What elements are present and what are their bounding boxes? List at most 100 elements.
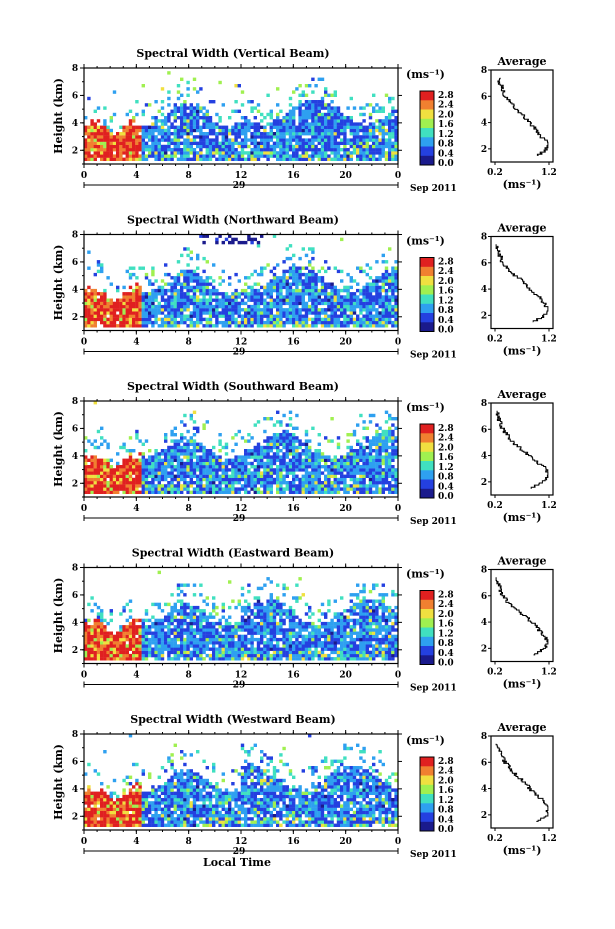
heatmap-cell bbox=[272, 458, 277, 462]
heatmap-cell bbox=[352, 135, 357, 139]
heatmap-cell bbox=[352, 304, 357, 309]
heatmap-cell bbox=[288, 282, 293, 286]
heatmap-cell bbox=[128, 144, 133, 149]
heatmap-cell bbox=[87, 295, 91, 299]
heatmap-cell bbox=[135, 135, 139, 139]
heatmap-cell bbox=[253, 301, 257, 306]
heatmap-cell bbox=[384, 141, 389, 145]
heatmap-cell bbox=[196, 487, 200, 491]
heatmap-cell bbox=[388, 151, 392, 155]
heatmap-cell bbox=[384, 474, 389, 478]
heatmap-cell bbox=[119, 481, 123, 485]
heatmap-cell bbox=[346, 138, 350, 142]
heatmap-cell bbox=[90, 298, 94, 302]
heatmap-cell bbox=[327, 128, 331, 133]
heatmap-cell bbox=[119, 487, 123, 491]
heatmap-cell bbox=[119, 138, 123, 142]
heatmap-cell bbox=[308, 465, 312, 469]
heatmap-cell bbox=[244, 455, 248, 459]
heatmap-cell bbox=[100, 157, 104, 161]
heatmap-cell bbox=[176, 644, 181, 648]
heatmap-cell bbox=[103, 292, 107, 296]
heatmap-cell bbox=[215, 295, 219, 299]
heatmap-cell bbox=[317, 474, 321, 478]
heatmap-cell bbox=[112, 308, 117, 312]
heatmap-cell bbox=[148, 151, 152, 155]
heatmap-cell bbox=[343, 477, 347, 482]
heatmap-cell bbox=[381, 439, 385, 443]
heatmap-cell bbox=[186, 324, 190, 328]
colorbar-tick-label: 1.6 bbox=[438, 287, 454, 297]
heatmap-cell bbox=[279, 122, 283, 126]
heatmap-cell bbox=[202, 116, 206, 120]
heatmap-cell bbox=[103, 477, 107, 482]
heatmap-cell bbox=[266, 135, 270, 139]
heatmap-cell bbox=[132, 449, 136, 453]
heatmap-cell bbox=[132, 653, 136, 658]
heatmap-cell bbox=[359, 125, 363, 129]
heatmap-cell bbox=[314, 304, 318, 309]
heatmap-cell bbox=[282, 144, 286, 149]
heatmap-cell bbox=[282, 433, 286, 437]
heatmap-cell bbox=[186, 445, 190, 450]
heatmap-cell bbox=[292, 484, 296, 488]
heatmap-cell bbox=[253, 308, 257, 312]
heatmap-cell bbox=[362, 112, 366, 117]
heatmap-cell bbox=[295, 157, 299, 161]
heatmap-cell bbox=[186, 132, 190, 136]
heatmap-cell bbox=[157, 151, 161, 155]
heatmap-cell bbox=[84, 477, 88, 482]
heatmap-cell bbox=[186, 455, 190, 459]
heatmap-cell bbox=[282, 122, 286, 126]
heatmap-cell bbox=[279, 109, 283, 113]
heatmap-cell bbox=[365, 308, 369, 312]
heatmap-cell bbox=[327, 157, 331, 161]
heatmap-cell bbox=[288, 96, 293, 101]
heatmap-cell bbox=[320, 96, 325, 101]
heatmap-cell bbox=[285, 301, 289, 306]
heatmap-cell bbox=[170, 288, 174, 293]
heatmap-cell bbox=[151, 487, 155, 491]
heatmap-cell bbox=[87, 487, 91, 491]
heatmap-cell bbox=[372, 125, 376, 129]
heatmap-cell bbox=[109, 641, 113, 645]
heatmap-cell bbox=[266, 465, 270, 469]
colorbar-band bbox=[420, 276, 434, 286]
heatmap-cell bbox=[132, 320, 136, 325]
heatmap-cell bbox=[208, 132, 213, 136]
heatmap-cell bbox=[176, 650, 181, 655]
heatmap-cell bbox=[228, 458, 232, 462]
heatmap-cell bbox=[295, 272, 299, 277]
heatmap-cell bbox=[176, 90, 181, 94]
heatmap-cell bbox=[144, 272, 149, 277]
heatmap-cell bbox=[180, 93, 184, 97]
heatmap-cell bbox=[375, 276, 379, 280]
heatmap-cell bbox=[125, 308, 129, 312]
heatmap-cell bbox=[311, 468, 315, 472]
heatmap-cell bbox=[199, 474, 203, 478]
heatmap-cell bbox=[333, 461, 337, 466]
heatmap-cell bbox=[324, 141, 328, 145]
heatmap-cell bbox=[320, 317, 325, 322]
heatmap-cell bbox=[167, 445, 171, 450]
heatmap-cell bbox=[116, 650, 120, 655]
heatmap-cell bbox=[349, 116, 353, 120]
heatmap-cell bbox=[173, 625, 177, 629]
heatmap-cell bbox=[205, 320, 209, 325]
heatmap-cell bbox=[199, 311, 203, 315]
heatmap-cell bbox=[269, 417, 273, 421]
heatmap-cell bbox=[263, 301, 267, 306]
heatmap-cell bbox=[148, 484, 152, 488]
heatmap-cell bbox=[343, 122, 347, 126]
heatmap-cell bbox=[282, 429, 286, 434]
heatmap-cell bbox=[192, 157, 197, 161]
heatmap-cell bbox=[196, 116, 200, 120]
heatmap-cell bbox=[298, 458, 302, 462]
heatmap-cell bbox=[122, 477, 126, 482]
heatmap-cell bbox=[128, 298, 133, 302]
colorbar-tick-label: 0.0 bbox=[438, 159, 454, 169]
heatmap-cell bbox=[333, 144, 337, 149]
heatmap-cell bbox=[112, 468, 117, 472]
heatmap-cell bbox=[272, 461, 277, 466]
